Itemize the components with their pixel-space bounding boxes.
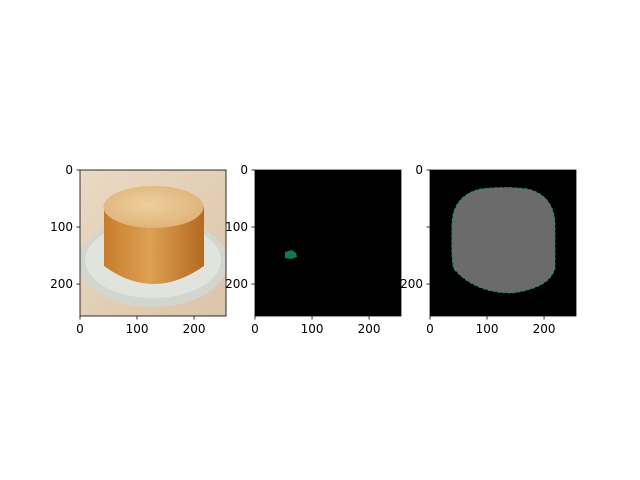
y-tick-label: 0 [415,163,423,177]
cake-top [103,186,204,228]
y-tick-label: 0 [240,163,248,177]
x-tick-label: 0 [426,322,434,336]
gray-region [451,187,556,294]
axes-frame [79,169,227,317]
green-blob [285,250,297,259]
axes-frame [429,169,577,317]
x-tick-label: 0 [76,322,84,336]
y-tick-label: 200 [400,277,423,291]
cake-side [104,207,204,284]
y-tick-label: 200 [50,277,73,291]
mask-background [255,170,401,316]
x-tick-label: 100 [126,322,149,336]
y-tick-label: 100 [225,220,248,234]
x-tick-label: 100 [301,322,324,336]
panel-mask-small [255,170,401,316]
x-tick-label: 200 [183,322,206,336]
x-tick-label: 200 [533,322,556,336]
y-tick-label: 200 [225,277,248,291]
x-tick-label: 0 [251,322,259,336]
y-tick-label: 0 [65,163,73,177]
panel-mask-region [430,170,576,316]
y-tick-label: 100 [50,220,73,234]
x-tick-label: 200 [358,322,381,336]
axes-frame [254,169,402,317]
photo-image [80,170,226,316]
x-tick-label: 100 [476,322,499,336]
panel-photo [80,170,226,316]
